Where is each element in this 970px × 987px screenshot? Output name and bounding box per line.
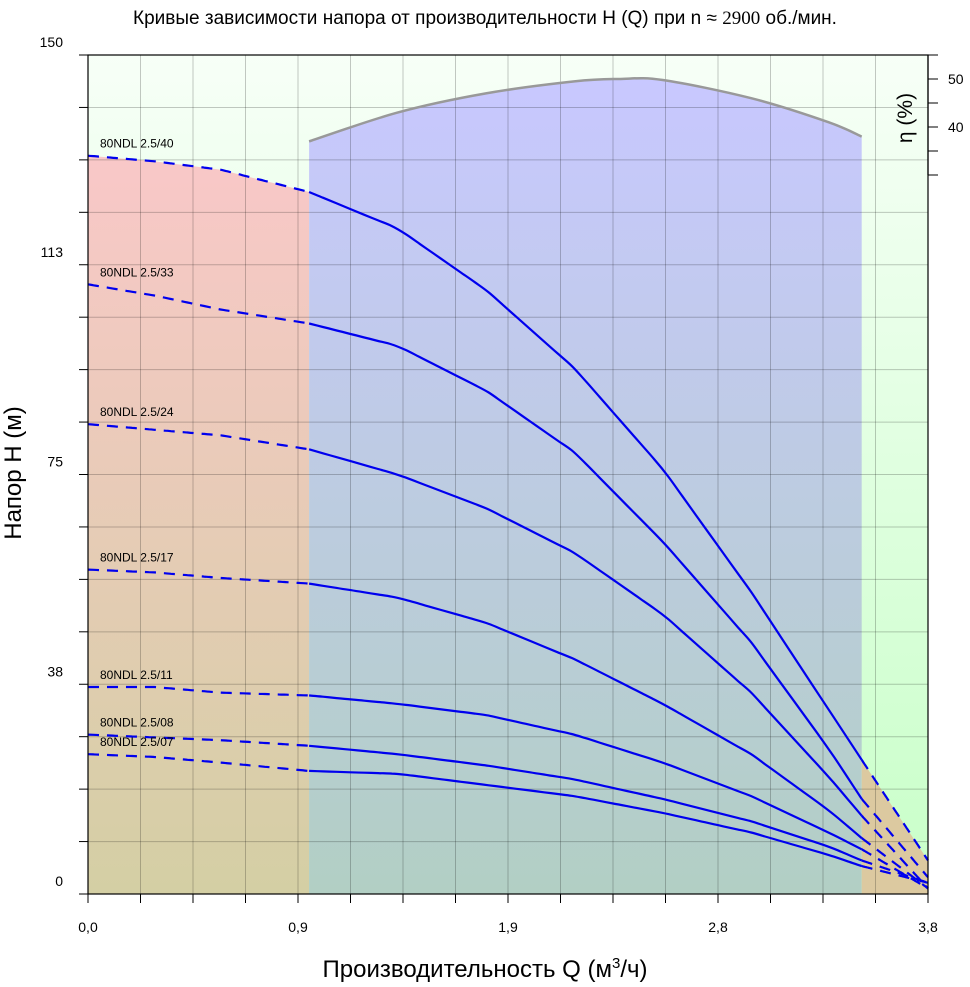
axes-layer: 0,0 0,9 1,9 2,8 3,8 0 38 75 113 150 40 50	[40, 34, 964, 935]
series-label: 80NDL 2.5/17	[100, 551, 174, 565]
series-label: 80NDL 2.5/24	[100, 405, 174, 419]
grid-layer	[88, 55, 928, 894]
curve-dashed-right	[861, 859, 929, 884]
x-axis-title-end: /ч)	[620, 956, 648, 983]
curve-solid	[308, 190, 863, 761]
efficiency-axis-tick-label: 50	[948, 71, 964, 87]
efficiency-curve	[308, 76, 863, 143]
efficiency-layer	[308, 76, 863, 143]
curves-layer	[87, 154, 929, 890]
y-tick-label: 38	[47, 663, 63, 679]
y-tick-label: 150	[40, 34, 64, 50]
x-tick-label: 0,0	[78, 919, 98, 935]
efficiency-axis-label: η (%)	[894, 93, 917, 143]
curve-dashed-right	[860, 759, 929, 862]
curve-dashed-right	[861, 837, 929, 890]
curve-solid	[308, 582, 863, 839]
curve-solid	[308, 694, 863, 851]
chart-title-prefix: Кривые зависимости напора от производите…	[133, 8, 723, 29]
x-tick-label: 2,8	[708, 919, 728, 935]
x-axis-title: Производительность Q (м3/ч)	[200, 955, 770, 984]
x-tick-label: 1,9	[498, 919, 518, 935]
x-tick-label: 3,8	[918, 919, 938, 935]
y-axis-title: Напор H (м)	[0, 406, 27, 540]
y-tick-label: 75	[47, 454, 63, 470]
zone-left-fill	[88, 155, 310, 894]
curve-solid	[309, 744, 863, 862]
curve-dashed-right	[860, 814, 929, 890]
zones-layer	[88, 55, 928, 894]
curve-solid	[308, 322, 863, 800]
series-labels-layer: 80NDL 2.5/40 80NDL 2.5/33 80NDL 2.5/24 80ND…	[100, 137, 174, 749]
efficiency-axis-tick-label: 40	[948, 119, 964, 135]
series-label: 80NDL 2.5/08	[100, 716, 174, 730]
curve-dashed-right	[861, 848, 929, 890]
series-label: 80NDL 2.5/07	[100, 735, 174, 749]
y-tick-label: 0	[55, 873, 63, 889]
series-label: 80NDL 2.5/11	[100, 668, 173, 682]
y-tick-label: 113	[41, 244, 64, 260]
curve-solid	[309, 769, 863, 868]
curve-dashed-right	[860, 798, 929, 878]
chart-title: Кривые зависимости напора от производите…	[0, 8, 970, 30]
chart-title-speed: 2900	[722, 8, 761, 29]
series-label: 80NDL 2.5/33	[100, 265, 174, 279]
x-axis-title-base: Производительность Q (м	[322, 956, 612, 983]
series-label: 80NDL 2.5/40	[100, 137, 174, 151]
chart-title-suffix: об./мин.	[760, 8, 837, 29]
x-tick-label: 0,9	[288, 919, 308, 935]
zone-middle-fill	[309, 79, 862, 894]
x-axis-title-sup: 3	[611, 955, 621, 972]
zone-right-fill	[861, 759, 928, 894]
curve-solid	[308, 448, 863, 817]
